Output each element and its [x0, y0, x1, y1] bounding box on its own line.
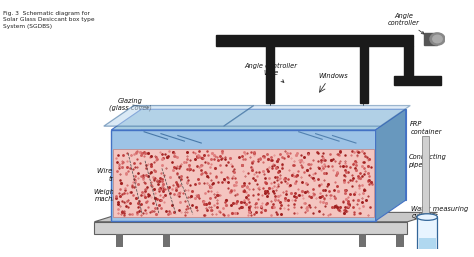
Text: Windows: Windows [319, 74, 348, 79]
Bar [417, 217, 438, 256]
Text: Fig. 3  Schematic diagram for
Solar Glass Desiccant box type
System (SGDBS): Fig. 3 Schematic diagram for Solar Glass… [2, 11, 94, 29]
Ellipse shape [433, 35, 442, 43]
Ellipse shape [417, 253, 438, 257]
Bar [360, 47, 368, 103]
Polygon shape [104, 106, 254, 126]
Text: Connecting
pipe: Connecting pipe [409, 154, 447, 168]
Bar [216, 35, 413, 47]
Bar [113, 149, 374, 217]
Ellipse shape [430, 33, 445, 45]
Polygon shape [141, 109, 406, 200]
Bar [404, 47, 413, 79]
Ellipse shape [417, 214, 438, 220]
Bar [266, 47, 274, 103]
Bar [394, 77, 441, 85]
Bar [396, 234, 404, 247]
Bar [163, 234, 170, 247]
Bar [359, 234, 366, 247]
Text: Angle
controller: Angle controller [388, 13, 424, 34]
Bar [94, 222, 408, 234]
Polygon shape [94, 212, 438, 222]
Bar [424, 33, 438, 45]
Polygon shape [111, 130, 375, 221]
Bar [422, 135, 429, 213]
Text: Glazing
(glass cover): Glazing (glass cover) [109, 98, 152, 111]
Text: Angle controller
Wire: Angle controller Wire [244, 63, 297, 82]
Bar [116, 234, 123, 247]
Polygon shape [111, 109, 406, 130]
Polygon shape [375, 109, 406, 221]
Text: Water measuring
cylinder: Water measuring cylinder [411, 206, 468, 219]
Text: Weighing
machine: Weighing machine [94, 189, 125, 202]
Text: FRP
container: FRP container [410, 121, 442, 135]
Bar [419, 238, 436, 255]
Polygon shape [224, 106, 410, 126]
Text: Wire mesh
tray: Wire mesh tray [97, 168, 133, 182]
